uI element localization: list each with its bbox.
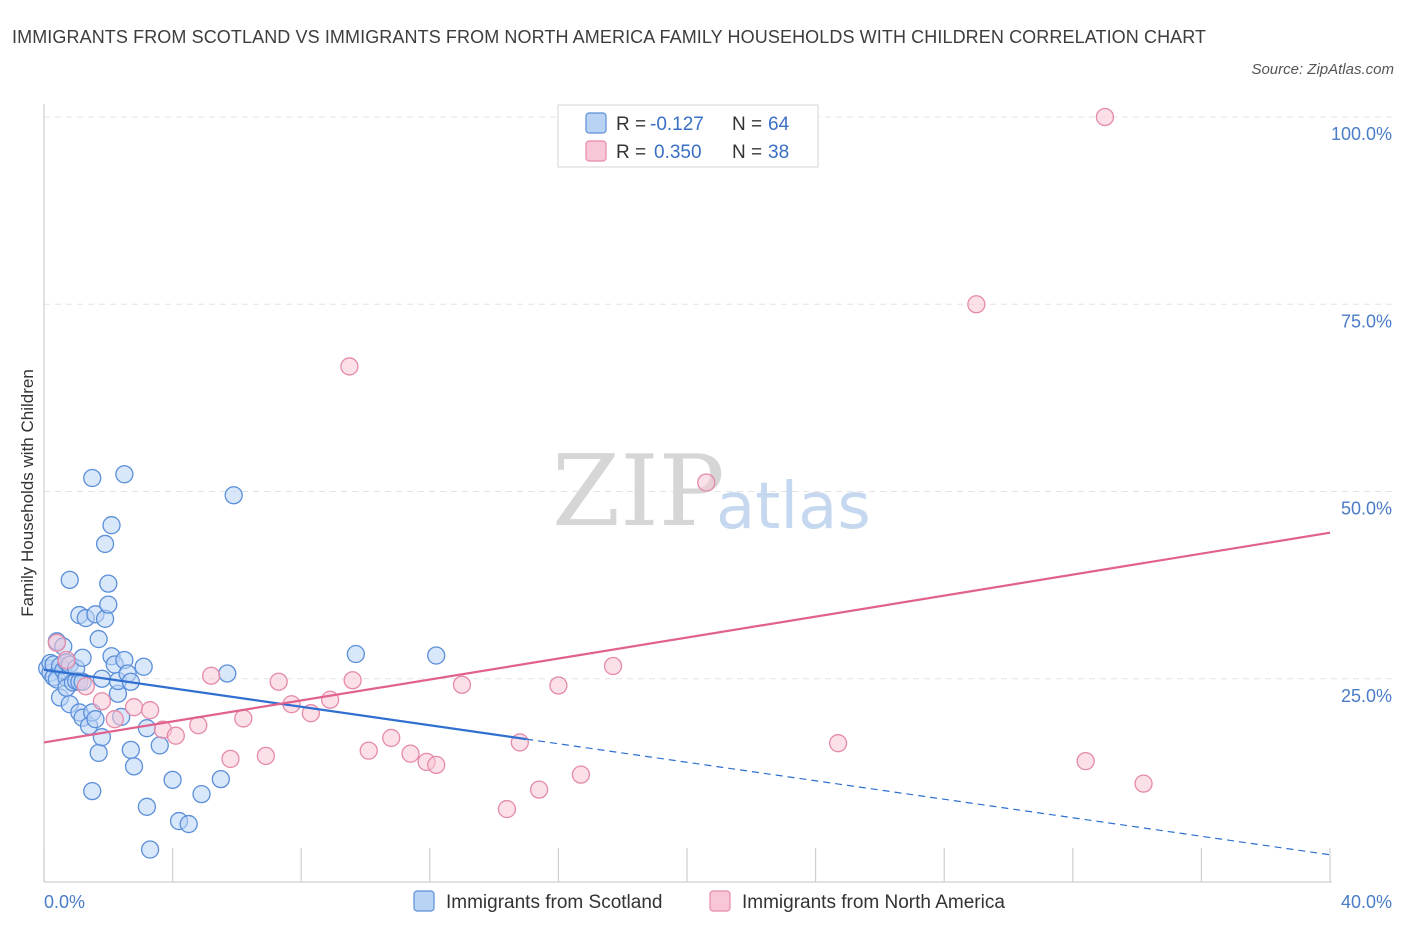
north-america-point-29[interactable] <box>549 676 568 695</box>
north-america-point-28[interactable] <box>529 780 549 799</box>
scotland-point-62[interactable] <box>211 769 230 789</box>
bottom-legend-label-north-america[interactable]: Immigrants from North America <box>742 892 1005 913</box>
y-axis-label: Family Households with Children <box>18 369 37 617</box>
scotland-point-55[interactable] <box>137 797 157 816</box>
scotland-point-61[interactable] <box>192 784 211 804</box>
north-america-point-21[interactable] <box>382 728 401 748</box>
north-america-point-31[interactable] <box>603 656 623 676</box>
scotland-point-31[interactable] <box>86 710 105 729</box>
scotland-point-34[interactable] <box>89 743 108 763</box>
north-america-point-12[interactable] <box>234 709 253 728</box>
scotland-point-40[interactable] <box>99 574 118 593</box>
north-america-point-33[interactable] <box>828 734 848 753</box>
y-tick-label-75: 75.0% <box>1341 311 1392 331</box>
legend-n-value-scotland: 64 <box>768 114 790 135</box>
scotland-point-54[interactable] <box>137 719 157 738</box>
watermark-zip: ZIP <box>552 435 725 549</box>
north-america-point-18[interactable] <box>340 357 359 376</box>
x-tick-label-min: 0.0% <box>44 892 85 912</box>
legend-r-value-north-america: 0.350 <box>654 142 702 163</box>
axes <box>43 104 1332 883</box>
north-america-point-25[interactable] <box>452 675 472 694</box>
legend-n-value-north-america: 38 <box>768 142 789 163</box>
series-scotland-points <box>38 465 446 859</box>
north-america-point-8[interactable] <box>166 726 185 745</box>
scotland-point-42[interactable] <box>102 516 121 535</box>
scotland-point-33[interactable] <box>89 629 108 649</box>
north-america-point-14[interactable] <box>269 672 288 691</box>
y-tick-label-100: 100.0% <box>1331 124 1392 144</box>
north-america-point-1[interactable] <box>57 650 76 670</box>
north-america-point-19[interactable] <box>343 671 362 690</box>
north-america-point-11[interactable] <box>221 749 240 769</box>
scotland-point-30[interactable] <box>83 468 102 488</box>
scotland-point-37[interactable] <box>95 534 115 554</box>
scotland-point-47[interactable] <box>115 465 134 484</box>
north-america-point-32[interactable] <box>697 473 716 492</box>
north-america-point-37[interactable] <box>1134 774 1153 793</box>
north-america-point-0[interactable] <box>47 633 67 652</box>
scotland-point-60[interactable] <box>179 814 198 834</box>
scotland-point-52[interactable] <box>124 757 144 776</box>
trend-line-scotland-extension <box>526 738 1331 856</box>
y-tick-labels: 25.0% 50.0% 75.0% 100.0% <box>1331 124 1392 706</box>
scotland-point-63[interactable] <box>218 664 237 683</box>
scotland-point-50[interactable] <box>121 740 140 760</box>
north-america-point-26[interactable] <box>497 799 517 819</box>
legend-n-label-north-america: N = <box>732 142 762 163</box>
bottom-legend-label-scotland[interactable]: Immigrants from Scotland <box>446 892 662 913</box>
legend-box: R = -0.127 N = 64 R = 0.350 N = 38 <box>557 104 819 168</box>
legend-r-label-north-america: R = <box>616 142 646 163</box>
scotland-point-25[interactable] <box>73 648 92 667</box>
scotland-point-58[interactable] <box>163 770 182 790</box>
y-tick-label-50: 50.0% <box>1341 499 1392 519</box>
legend-swatch-scotland <box>585 112 607 134</box>
north-america-point-20[interactable] <box>359 741 378 760</box>
legend-swatch-north-america <box>585 140 607 162</box>
north-america-point-30[interactable] <box>571 765 591 784</box>
bottom-legend-swatch-scotland[interactable] <box>413 890 435 912</box>
scotland-point-56[interactable] <box>140 840 160 859</box>
scotland-point-64[interactable] <box>224 486 243 505</box>
x-tick-marks <box>43 848 1331 882</box>
grid-lines <box>44 116 1392 680</box>
north-america-point-22[interactable] <box>401 744 420 763</box>
bottom-legend[interactable]: Immigrants from Scotland Immigrants from… <box>413 890 1005 913</box>
chart-title: IMMIGRANTS FROM SCOTLAND VS IMMIGRANTS F… <box>12 27 1207 47</box>
legend-n-label-scotland: N = <box>732 114 762 135</box>
north-america-point-34[interactable] <box>967 295 986 314</box>
scotland-point-14[interactable] <box>60 570 79 590</box>
source-label: Source: ZipAtlas.com <box>1251 61 1394 78</box>
north-america-point-13[interactable] <box>256 746 275 766</box>
legend-r-value-scotland: -0.127 <box>650 114 704 135</box>
scotland-point-39[interactable] <box>99 595 118 614</box>
series-north-america-points <box>47 107 1153 819</box>
y-tick-label-25: 25.0% <box>1341 686 1392 706</box>
north-america-point-35[interactable] <box>1076 751 1095 771</box>
trend-lines <box>43 531 1331 856</box>
scotland-point-65[interactable] <box>346 644 366 664</box>
trend-line-north-america <box>43 531 1331 744</box>
north-america-point-2[interactable] <box>76 677 95 696</box>
trend-line-scotland <box>43 668 527 741</box>
north-america-point-10[interactable] <box>202 666 221 685</box>
scotland-point-57[interactable] <box>150 736 169 755</box>
north-america-point-36[interactable] <box>1095 107 1115 127</box>
north-america-point-6[interactable] <box>140 701 160 720</box>
north-america-point-5[interactable] <box>124 698 144 717</box>
scotland-point-66[interactable] <box>427 646 446 665</box>
north-america-point-4[interactable] <box>105 710 124 729</box>
north-america-point-3[interactable] <box>92 692 112 711</box>
scotland-point-28[interactable] <box>83 781 102 801</box>
watermark: ZIP atlas <box>552 435 871 549</box>
legend-r-label-scotland: R = <box>616 114 646 135</box>
x-tick-label-max: 40.0% <box>1341 892 1392 912</box>
north-america-point-24[interactable] <box>427 755 446 775</box>
watermark-atlas: atlas <box>716 470 871 544</box>
scotland-point-53[interactable] <box>134 657 153 676</box>
bottom-legend-swatch-north-america[interactable] <box>709 890 731 912</box>
